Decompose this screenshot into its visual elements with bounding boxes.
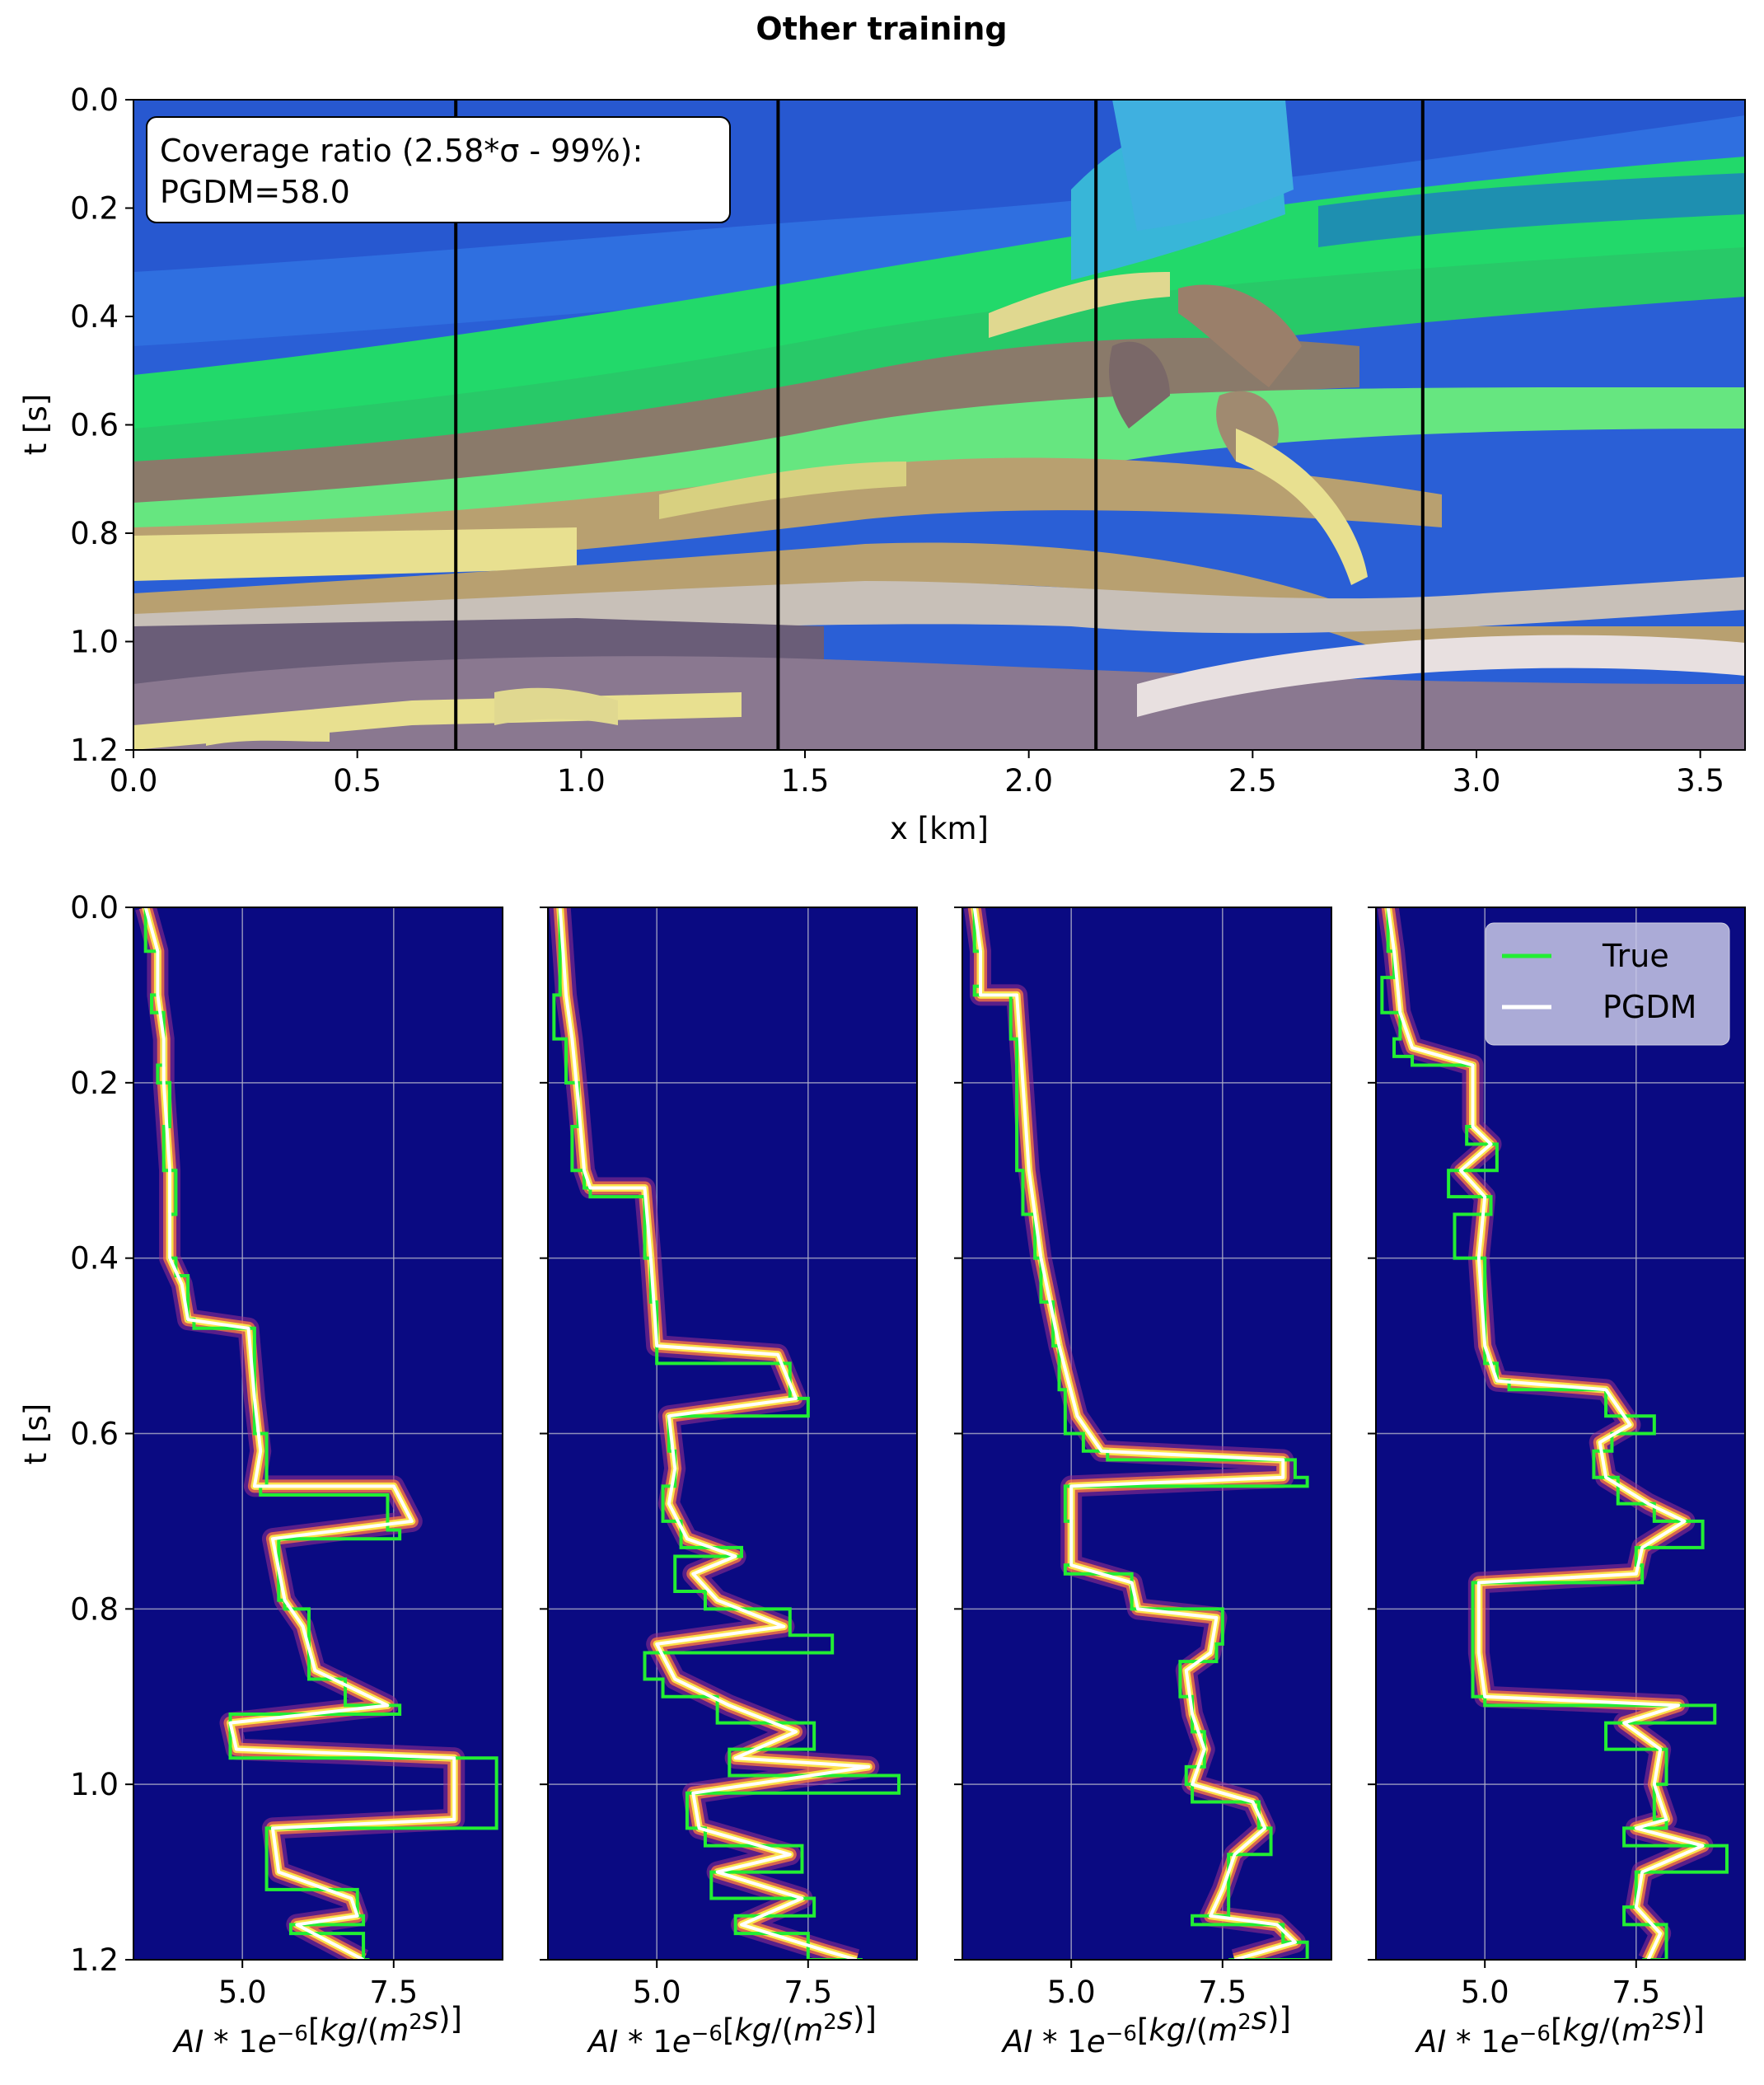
log-x-label: AI * 1e−6[kg/(m2s)] <box>1001 2001 1291 2059</box>
coverage-annotation: Coverage ratio (2.58*σ - 99%): PGDM=58.0 <box>146 116 731 223</box>
log-y-tick-label: 0.0 <box>70 890 119 925</box>
section-x-tick-label: 2.0 <box>1004 763 1053 799</box>
legend: True PGDM <box>1485 922 1730 1046</box>
annotation-line-2: PGDM=58.0 <box>160 174 350 210</box>
pgdm-line <box>972 907 1297 1960</box>
section-x-label: x [km] <box>890 811 989 846</box>
log-x-tick-label: 7.5 <box>1612 1975 1660 2010</box>
log-panel-3: 5.0 7.5AI * 1e−6[kg/(m2s)] <box>954 907 1332 2059</box>
log-y-tick-label: 0.2 <box>70 1066 119 1101</box>
section-y-label: t [s] <box>18 394 54 455</box>
log-curves <box>549 907 901 1960</box>
section-x-ticks: 0.0 0.5 1.0 1.5 2.0 2.5 3.0 3.5 <box>110 750 1724 799</box>
section-y-tick-label: 0.8 <box>70 516 119 551</box>
log-curves <box>135 907 498 1960</box>
section-x-tick-label: 1.0 <box>557 763 606 799</box>
log-y-tick-label: 0.4 <box>70 1241 119 1277</box>
section-x-tick-label: 1.5 <box>781 763 830 799</box>
log-x-tick-label: 5.0 <box>218 1975 267 2010</box>
figure-title: Other training <box>756 11 1007 47</box>
annotation-line-1: Coverage ratio (2.58*σ - 99%): <box>160 133 643 169</box>
log-x-tick-label: 7.5 <box>1198 1975 1247 2010</box>
section-y-tick-label: 1.2 <box>70 733 119 768</box>
log-x-label: AI * 1e−6[kg/(m2s)] <box>172 2001 462 2059</box>
log-y-tick-label: 1.0 <box>70 1767 119 1802</box>
section-y-tick-label: 0.2 <box>70 191 119 227</box>
section-y-tick-label: 0.6 <box>70 408 119 443</box>
log-panel-2: 5.0 7.5AI * 1e−6[kg/(m2s)] <box>540 907 918 2059</box>
section-panel: Coverage ratio (2.58*σ - 99%): PGDM=58.0… <box>18 82 1746 846</box>
log-y-tick-label: 0.8 <box>70 1591 119 1627</box>
log-y-tick-label: 1.2 <box>70 1942 119 1978</box>
section-y-tick-label: 0.4 <box>70 299 119 335</box>
true-line <box>143 907 498 1960</box>
section-y-tick-label: 0.0 <box>70 82 119 118</box>
log-x-tick-label: 5.0 <box>1047 1975 1096 2010</box>
pgdm-line <box>1386 907 1705 1960</box>
section-x-tick-label: 2.5 <box>1228 763 1277 799</box>
section-x-tick-label: 0.0 <box>110 763 158 799</box>
log-x-tick-label: 5.0 <box>633 1975 681 2010</box>
section-y-tick-label: 1.0 <box>70 625 119 660</box>
section-image <box>133 100 1745 750</box>
true-line <box>552 907 901 1960</box>
pgdm-line <box>143 907 456 1960</box>
log-x-tick-label: 5.0 <box>1461 1975 1509 2010</box>
well-log-panels: 5.0 7.5AI * 1e−6[kg/(m2s)]0.00.20.40.60.8… <box>70 890 1746 2059</box>
legend-pgdm-label: PGDM <box>1603 989 1696 1025</box>
pgdm-line <box>558 907 871 1960</box>
log-x-tick-label: 7.5 <box>369 1975 418 2010</box>
section-x-tick-label: 0.5 <box>333 763 381 799</box>
log-x-label: AI * 1e−6[kg/(m2s)] <box>1415 2001 1705 2059</box>
section-y-ticks: 0.0 0.2 0.4 0.6 0.8 1.0 1.2 <box>70 82 133 768</box>
log-x-label: AI * 1e−6[kg/(m2s)] <box>587 2001 877 2059</box>
log-x-tick-label: 7.5 <box>784 1975 832 2010</box>
log-curves <box>1377 907 1729 1960</box>
well-lines <box>454 100 1425 750</box>
legend-true-label: True <box>1602 938 1669 974</box>
log-y-tick-label: 0.6 <box>70 1417 119 1452</box>
section-x-tick-label: 3.5 <box>1676 763 1724 799</box>
log-curves <box>963 907 1309 1960</box>
log-panel-1: 5.0 7.5AI * 1e−6[kg/(m2s)] 0.0 0.2 0.4 0.6 0.8… <box>70 890 503 2059</box>
section-x-tick-label: 3.0 <box>1453 763 1501 799</box>
logs-y-label: t [s] <box>18 1403 54 1464</box>
log-panel-4: 5.0 7.5AI * 1e−6[kg/(m2s)] <box>1368 907 1746 2059</box>
